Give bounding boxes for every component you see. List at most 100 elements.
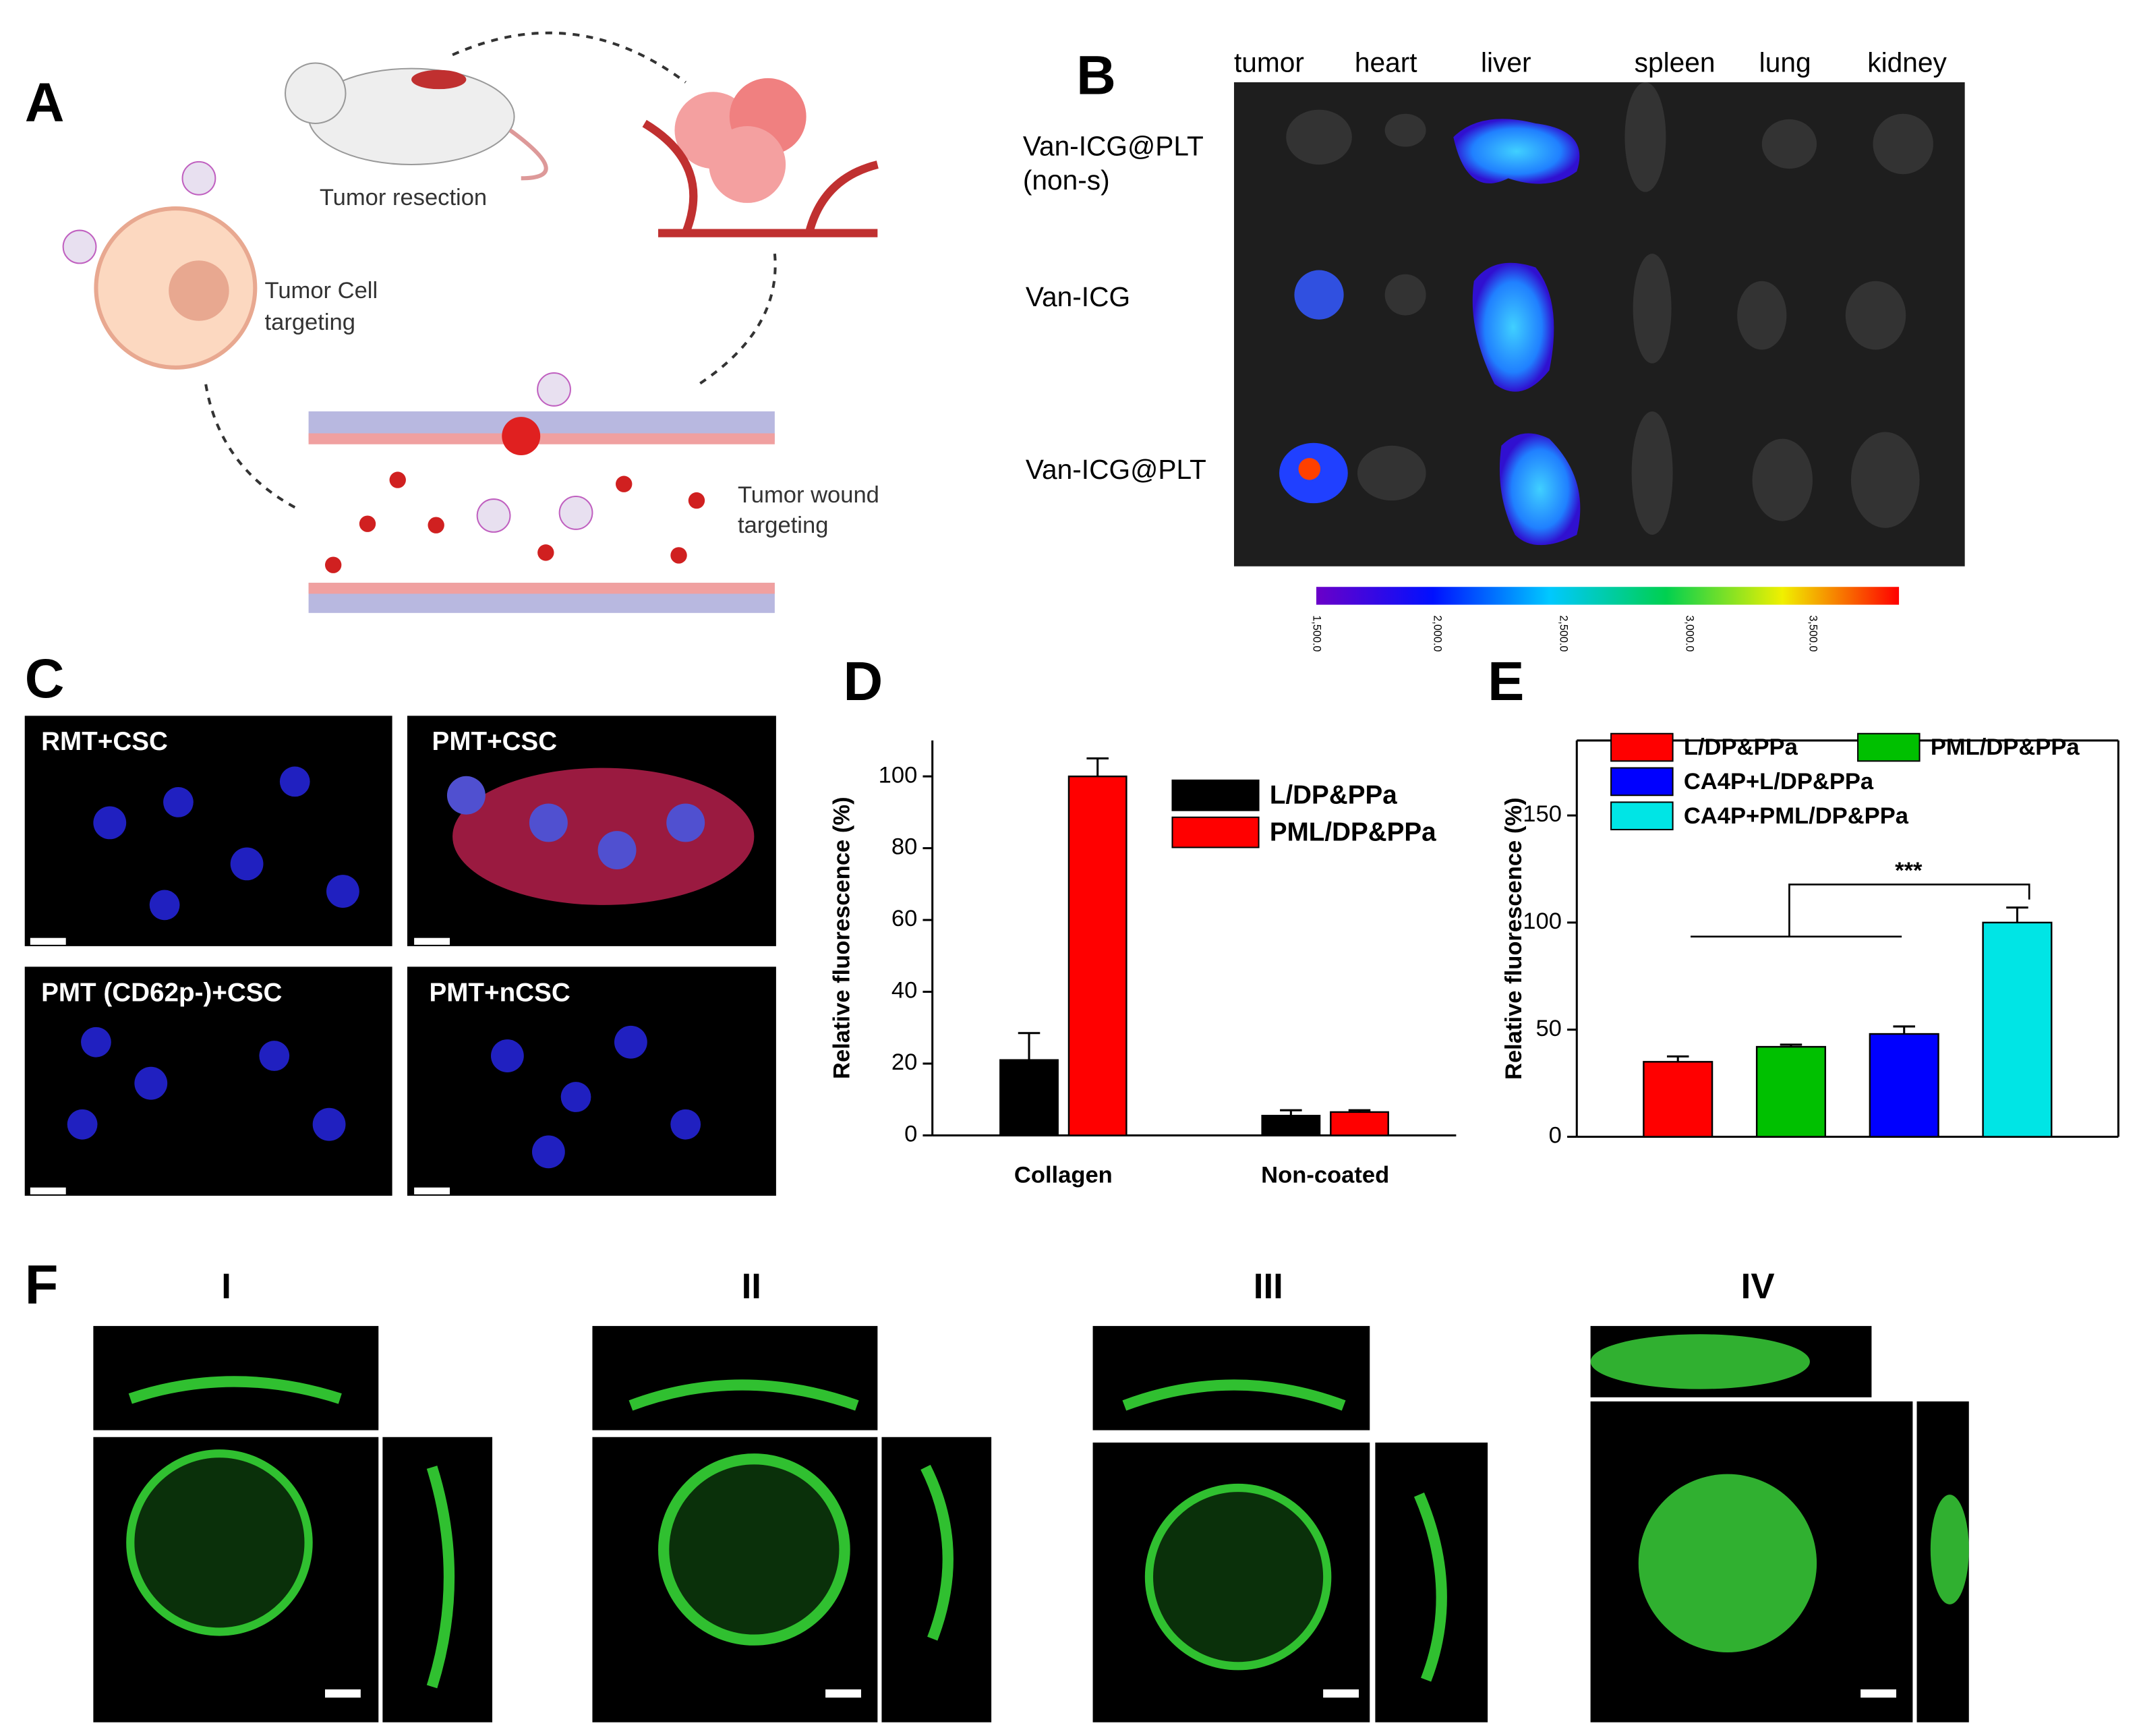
image-label: III <box>1254 1267 1283 1306</box>
charts: D Relative fluorescence (%) 0 20 40 60 80 100 Co… <box>829 651 2119 1188</box>
legend-swatch <box>1171 779 1260 811</box>
panel-f: F I II III IV <box>25 1254 1969 1723</box>
x-tick-label: Collagen <box>1014 1163 1113 1188</box>
y-axis-label: Relative fluorescence (%) <box>1501 797 1527 1080</box>
panel-label: E <box>1488 651 1524 712</box>
y-tick-label: 0 <box>904 1122 917 1147</box>
bar <box>999 1059 1059 1136</box>
arrow <box>698 253 777 385</box>
row-label: (non-s) <box>1023 165 1110 196</box>
y-tick-label: 150 <box>1523 801 1562 827</box>
image-label: PMT+CSC <box>432 727 558 756</box>
y-tick-label: 40 <box>891 978 917 1004</box>
tumor-site <box>411 69 467 90</box>
mouse-head <box>285 62 347 125</box>
organ-label: tumor <box>1234 47 1304 78</box>
organ-label: heart <box>1355 47 1417 78</box>
panel-label: F <box>25 1254 59 1316</box>
organ-images <box>1279 82 1933 546</box>
error-bar <box>2006 906 2028 923</box>
y-tick-label: 20 <box>891 1049 917 1075</box>
legend-label: L/DP&PPa <box>1684 734 1798 760</box>
panel-label: D <box>844 651 883 712</box>
caption: Tumor resection <box>320 185 487 210</box>
vessel-illustration <box>308 372 775 613</box>
imaging-panel <box>1233 82 1965 567</box>
micrograph <box>24 716 392 946</box>
error-bar <box>1348 1109 1371 1112</box>
membrane-stain <box>446 768 755 905</box>
bar <box>1755 1045 1827 1138</box>
y-tick-label: 80 <box>891 834 917 860</box>
legend-swatch <box>1610 801 1674 831</box>
caption: targeting <box>265 310 355 335</box>
y-tick-label: 100 <box>1523 908 1562 934</box>
nuclei <box>67 766 701 1169</box>
legend-label: CA4P+PML/DP&PPa <box>1684 803 1909 829</box>
caption: Tumor Cell <box>265 278 378 303</box>
legend-swatch <box>1610 767 1674 797</box>
legend-label: CA4P+L/DP&PPa <box>1684 769 1874 794</box>
scale-bars <box>30 937 450 1194</box>
caption: Tumor wound <box>738 482 879 508</box>
error-bar <box>1086 757 1109 777</box>
row-label: Van-ICG@PLT <box>1023 130 1204 161</box>
image-label: PMT (CD62p-)+CSC <box>41 978 282 1007</box>
legend-swatch <box>1857 732 1921 762</box>
error-bar <box>1018 1032 1041 1060</box>
row-label: Van-ICG <box>1026 281 1130 312</box>
colorbar <box>1316 587 1900 605</box>
arrow <box>452 31 686 84</box>
legend-swatch <box>1171 816 1260 848</box>
organ-label: liver <box>1481 47 1531 78</box>
legend-label: PML/DP&PPa <box>1931 734 2080 760</box>
bar <box>1982 921 2053 1138</box>
error-bar <box>1666 1055 1689 1062</box>
bar <box>1869 1033 1939 1138</box>
legend-label: L/DP&PPa <box>1270 780 1397 809</box>
organ-label: spleen <box>1635 47 1716 78</box>
mouse-tail <box>508 128 548 181</box>
arrow <box>204 383 296 509</box>
y-tick-label: 50 <box>1535 1016 1561 1041</box>
y-tick-label: 60 <box>891 906 917 931</box>
error-bar <box>1893 1025 1915 1035</box>
annotation: *** <box>1895 858 1923 884</box>
caption: targeting <box>738 513 828 538</box>
micrograph <box>24 966 392 1196</box>
legend-swatch <box>1610 732 1674 762</box>
panel-label: B <box>1076 45 1116 106</box>
legend-label: PML/DP&PPa <box>1270 817 1436 846</box>
y-tick-label: 100 <box>879 762 918 788</box>
nanoparticle <box>181 161 216 196</box>
panel-label: A <box>25 72 65 134</box>
error-bar <box>1780 1043 1803 1047</box>
y-axis-label: Relative fluorescence (%) <box>829 797 855 1079</box>
image-label: IV <box>1741 1267 1775 1306</box>
organ-label: lung <box>1759 47 1811 78</box>
significance-bracket <box>1691 884 2030 937</box>
panel-b: B tumor heart liver spleen lung kidney V… <box>1023 45 1965 652</box>
image-label: RMT+CSC <box>41 727 168 756</box>
image-label: II <box>742 1267 761 1306</box>
colorbar-tick-label: 1,500.0 <box>1311 615 1323 652</box>
row-label: Van-ICG@PLT <box>1026 454 1206 485</box>
nanoparticle <box>62 229 97 264</box>
y-tick-label: 0 <box>1549 1123 1562 1149</box>
organ-label: kidney <box>1867 47 1947 78</box>
panel-a: A Tumor resection Tumor Cell targeting T… <box>25 31 879 613</box>
x-tick-label: Non-coated <box>1261 1163 1389 1188</box>
bar <box>1643 1061 1713 1138</box>
micrograph <box>407 966 776 1196</box>
image-label: I <box>221 1267 231 1306</box>
colorbar-tick-label: 3,000.0 <box>1684 615 1696 652</box>
colorbar-tick-label: 2,500.0 <box>1558 615 1570 652</box>
bar <box>1261 1114 1321 1136</box>
error-bar <box>1280 1109 1302 1116</box>
image-label: PMT+nCSC <box>430 978 570 1007</box>
spheroid-images <box>93 1326 1969 1723</box>
panel-label: C <box>25 648 65 710</box>
bar <box>1067 775 1127 1136</box>
